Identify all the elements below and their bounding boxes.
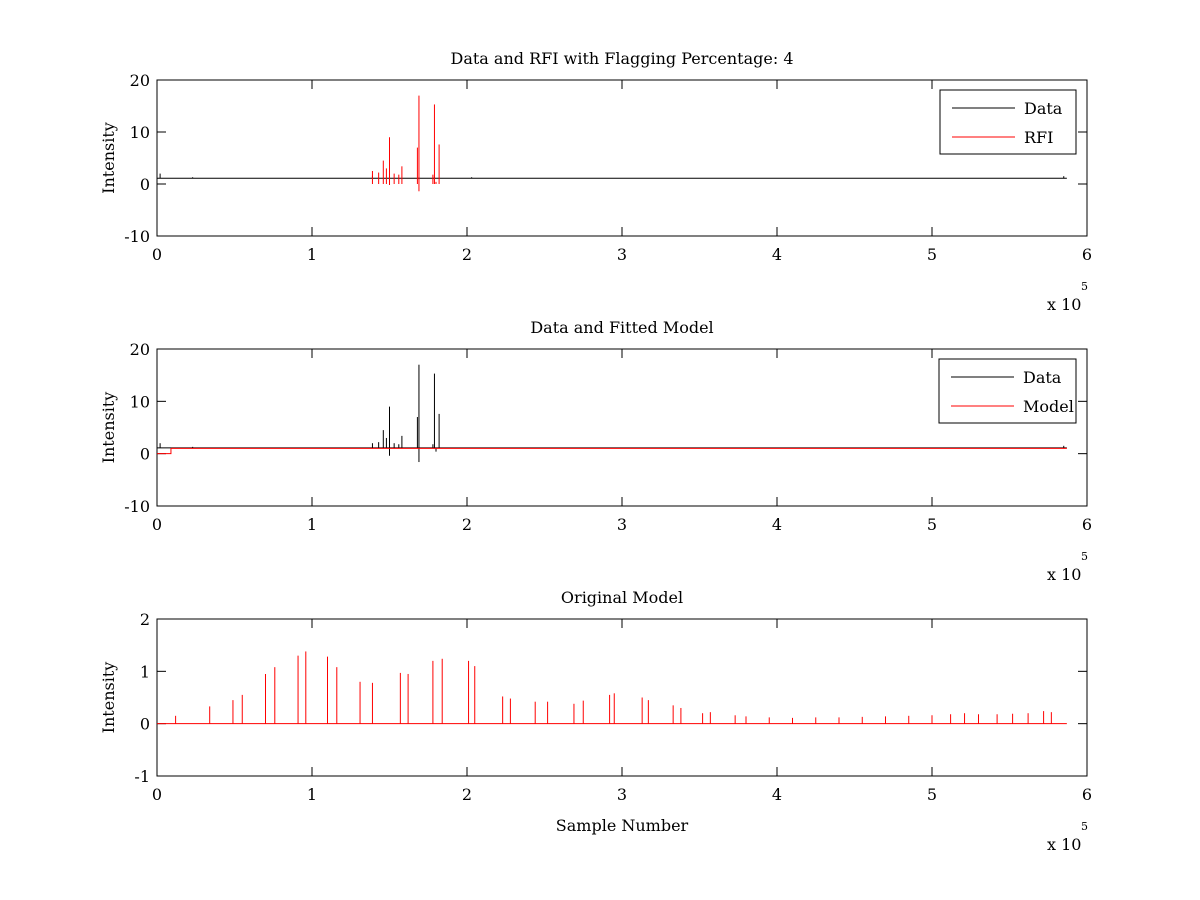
y-tick-label: -10 (124, 227, 150, 246)
x-tick-label: 2 (462, 785, 472, 804)
legend-label: Data (1024, 99, 1063, 118)
x-tick-label: 1 (307, 515, 317, 534)
x-tick-label: 4 (772, 515, 782, 534)
y-tick-label: -10 (124, 497, 150, 516)
x-tick-label: 3 (617, 245, 627, 264)
x-tick-label: 0 (152, 515, 162, 534)
y-tick-label: 20 (130, 71, 150, 90)
x-tick-label: 4 (772, 245, 782, 264)
y-tick-label: 0 (140, 715, 150, 734)
x-exponent: 5 (1081, 550, 1088, 563)
x-tick-label: 3 (617, 785, 627, 804)
legend: Data RFI (939, 89, 1077, 155)
x-tick-label: 3 (617, 515, 627, 534)
legend-box (938, 358, 1077, 424)
plot-area (157, 651, 1067, 725)
y-tick-label: 0 (140, 175, 150, 194)
legend: Data Model (938, 358, 1077, 424)
y-tick-label: 10 (130, 123, 150, 142)
x-tick-label: 4 (772, 785, 782, 804)
y-tick-label: 0 (140, 445, 150, 464)
y-axis-label: Intensity (99, 392, 118, 464)
y-tick-label: -1 (134, 767, 150, 786)
x-tick-label: 5 (927, 245, 937, 264)
plot-area (157, 364, 1067, 463)
x-axis-label: Sample Number (556, 816, 689, 835)
y-tick-label: 20 (130, 340, 150, 359)
x-tick-label: 2 (462, 245, 472, 264)
x-tick-label: 5 (927, 785, 937, 804)
legend-label: Data (1023, 368, 1062, 387)
x-multiplier: x 10 (1047, 565, 1081, 584)
x-multiplier: x 10 (1047, 295, 1081, 314)
plot-area (157, 95, 1067, 192)
x-tick-label: 1 (307, 245, 317, 264)
x-tick-label: 6 (1082, 245, 1092, 264)
legend-label: Model (1023, 397, 1074, 416)
legend-box (939, 89, 1077, 155)
x-exponent: 5 (1081, 820, 1088, 833)
x-tick-label: 2 (462, 515, 472, 534)
y-tick-label: 1 (140, 662, 150, 681)
x-tick-label: 0 (152, 785, 162, 804)
y-axis-label: Intensity (99, 662, 118, 734)
series-initial-segment (157, 448, 172, 455)
panel-title: Data and RFI with Flagging Percentage: 4 (450, 49, 793, 68)
panel-title: Original Model (561, 588, 683, 607)
x-tick-label: 1 (307, 785, 317, 804)
legend-label: RFI (1024, 128, 1053, 147)
y-axis-label: Intensity (99, 122, 118, 194)
y-tick-label: 10 (130, 392, 150, 411)
x-exponent: 5 (1081, 280, 1088, 293)
x-tick-label: 6 (1082, 785, 1092, 804)
x-tick-label: 6 (1082, 515, 1092, 534)
x-tick-label: 0 (152, 245, 162, 264)
panel-title: Data and Fitted Model (530, 318, 713, 337)
y-tick-label: 2 (140, 610, 150, 629)
x-tick-label: 5 (927, 515, 937, 534)
x-multiplier: x 10 (1047, 835, 1081, 854)
